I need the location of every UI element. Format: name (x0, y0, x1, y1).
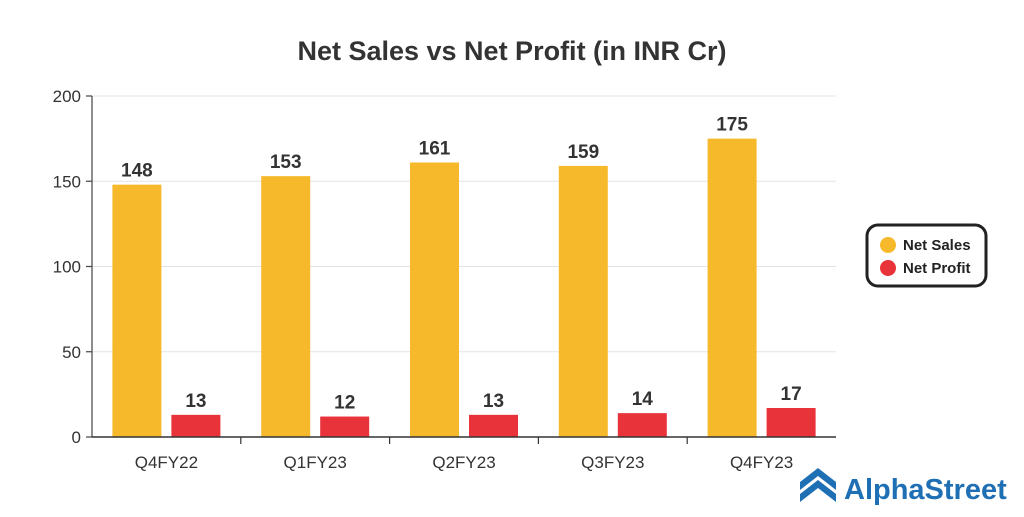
legend-swatch-net-profit (880, 260, 896, 276)
brand-logo: AlphaStreet (800, 468, 1007, 506)
y-tick-label: 50 (62, 343, 81, 362)
bar-net-sales-q3fy23 (558, 165, 608, 437)
y-tick-label: 0 (72, 428, 81, 447)
bar-net-profit-q4fy23 (766, 408, 816, 437)
bar-net-profit-q2fy23 (469, 414, 518, 437)
legend: Net Sales Net Profit (865, 223, 988, 288)
legend-swatch-net-sales (880, 237, 896, 253)
bar-net-sales-q2fy23 (410, 162, 459, 437)
y-tick-label: 100 (53, 258, 81, 277)
bar-net-profit-q4fy22 (171, 414, 221, 437)
data-label-net-sales-q2fy23: 161 (419, 138, 451, 159)
bars: 148 13 153 12 161 13 159 14 175 17 (112, 115, 816, 437)
data-label-net-profit-q1fy23: 12 (334, 393, 355, 414)
x-tick-label-q2fy23: Q2FY23 (432, 453, 495, 472)
alphastreet-logo-icon (800, 468, 836, 502)
x-tick-label-q3fy23: Q3FY23 (581, 453, 644, 472)
data-label-net-sales-q3fy23: 159 (567, 142, 599, 163)
data-label-net-profit-q4fy22: 13 (185, 391, 206, 412)
bar-net-sales-q1fy23 (261, 176, 311, 437)
bar-net-profit-q3fy23 (617, 413, 667, 437)
y-tick-label: 150 (53, 172, 81, 191)
legend-label-net-profit: Net Profit (903, 260, 971, 277)
bar-net-profit-q1fy23 (320, 416, 370, 437)
bar-net-sales-q4fy23 (707, 138, 757, 437)
data-label-net-profit-q3fy23: 14 (632, 389, 654, 410)
y-tick-label: 200 (53, 87, 81, 106)
data-label-net-sales-q1fy23: 153 (270, 152, 302, 173)
data-label-net-profit-q2fy23: 13 (483, 391, 504, 412)
data-label-net-sales-q4fy23: 175 (716, 115, 748, 136)
x-tick-label-q1fy23: Q1FY23 (284, 453, 347, 472)
legend-box (865, 223, 988, 288)
data-label-net-sales-q4fy22: 148 (121, 161, 153, 182)
data-label-net-profit-q4fy23: 17 (781, 384, 802, 405)
bar-net-sales-q4fy22 (112, 184, 162, 437)
x-axis: Q4FY22 Q1FY23 Q2FY23 Q3FY23 Q4FY23 (92, 436, 836, 472)
chart-title: Net Sales vs Net Profit (in INR Cr) (297, 36, 726, 66)
y-axis: 0 50 100 150 200 (53, 87, 93, 447)
x-tick-label-q4fy22: Q4FY22 (135, 453, 198, 472)
brand-name: AlphaStreet (844, 474, 1007, 506)
x-tick-label-q4fy23: Q4FY23 (730, 453, 793, 472)
legend-label-net-sales: Net Sales (903, 237, 971, 254)
